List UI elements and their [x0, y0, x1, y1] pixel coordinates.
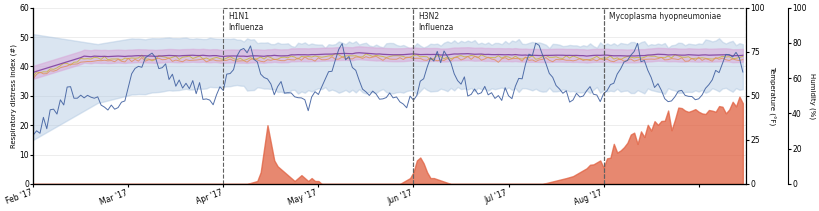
Y-axis label: Temperature (°F): Temperature (°F) — [767, 66, 774, 125]
Y-axis label: Humidity (%): Humidity (%) — [808, 73, 815, 119]
Y-axis label: Respiratory distress index (#): Respiratory distress index (#) — [10, 44, 16, 148]
Text: Mycoplasma hyopneumoniae: Mycoplasma hyopneumoniae — [608, 12, 720, 21]
Text: H3N2
Influenza: H3N2 Influenza — [418, 12, 454, 32]
Text: H1N1
Influenza: H1N1 Influenza — [229, 12, 264, 32]
